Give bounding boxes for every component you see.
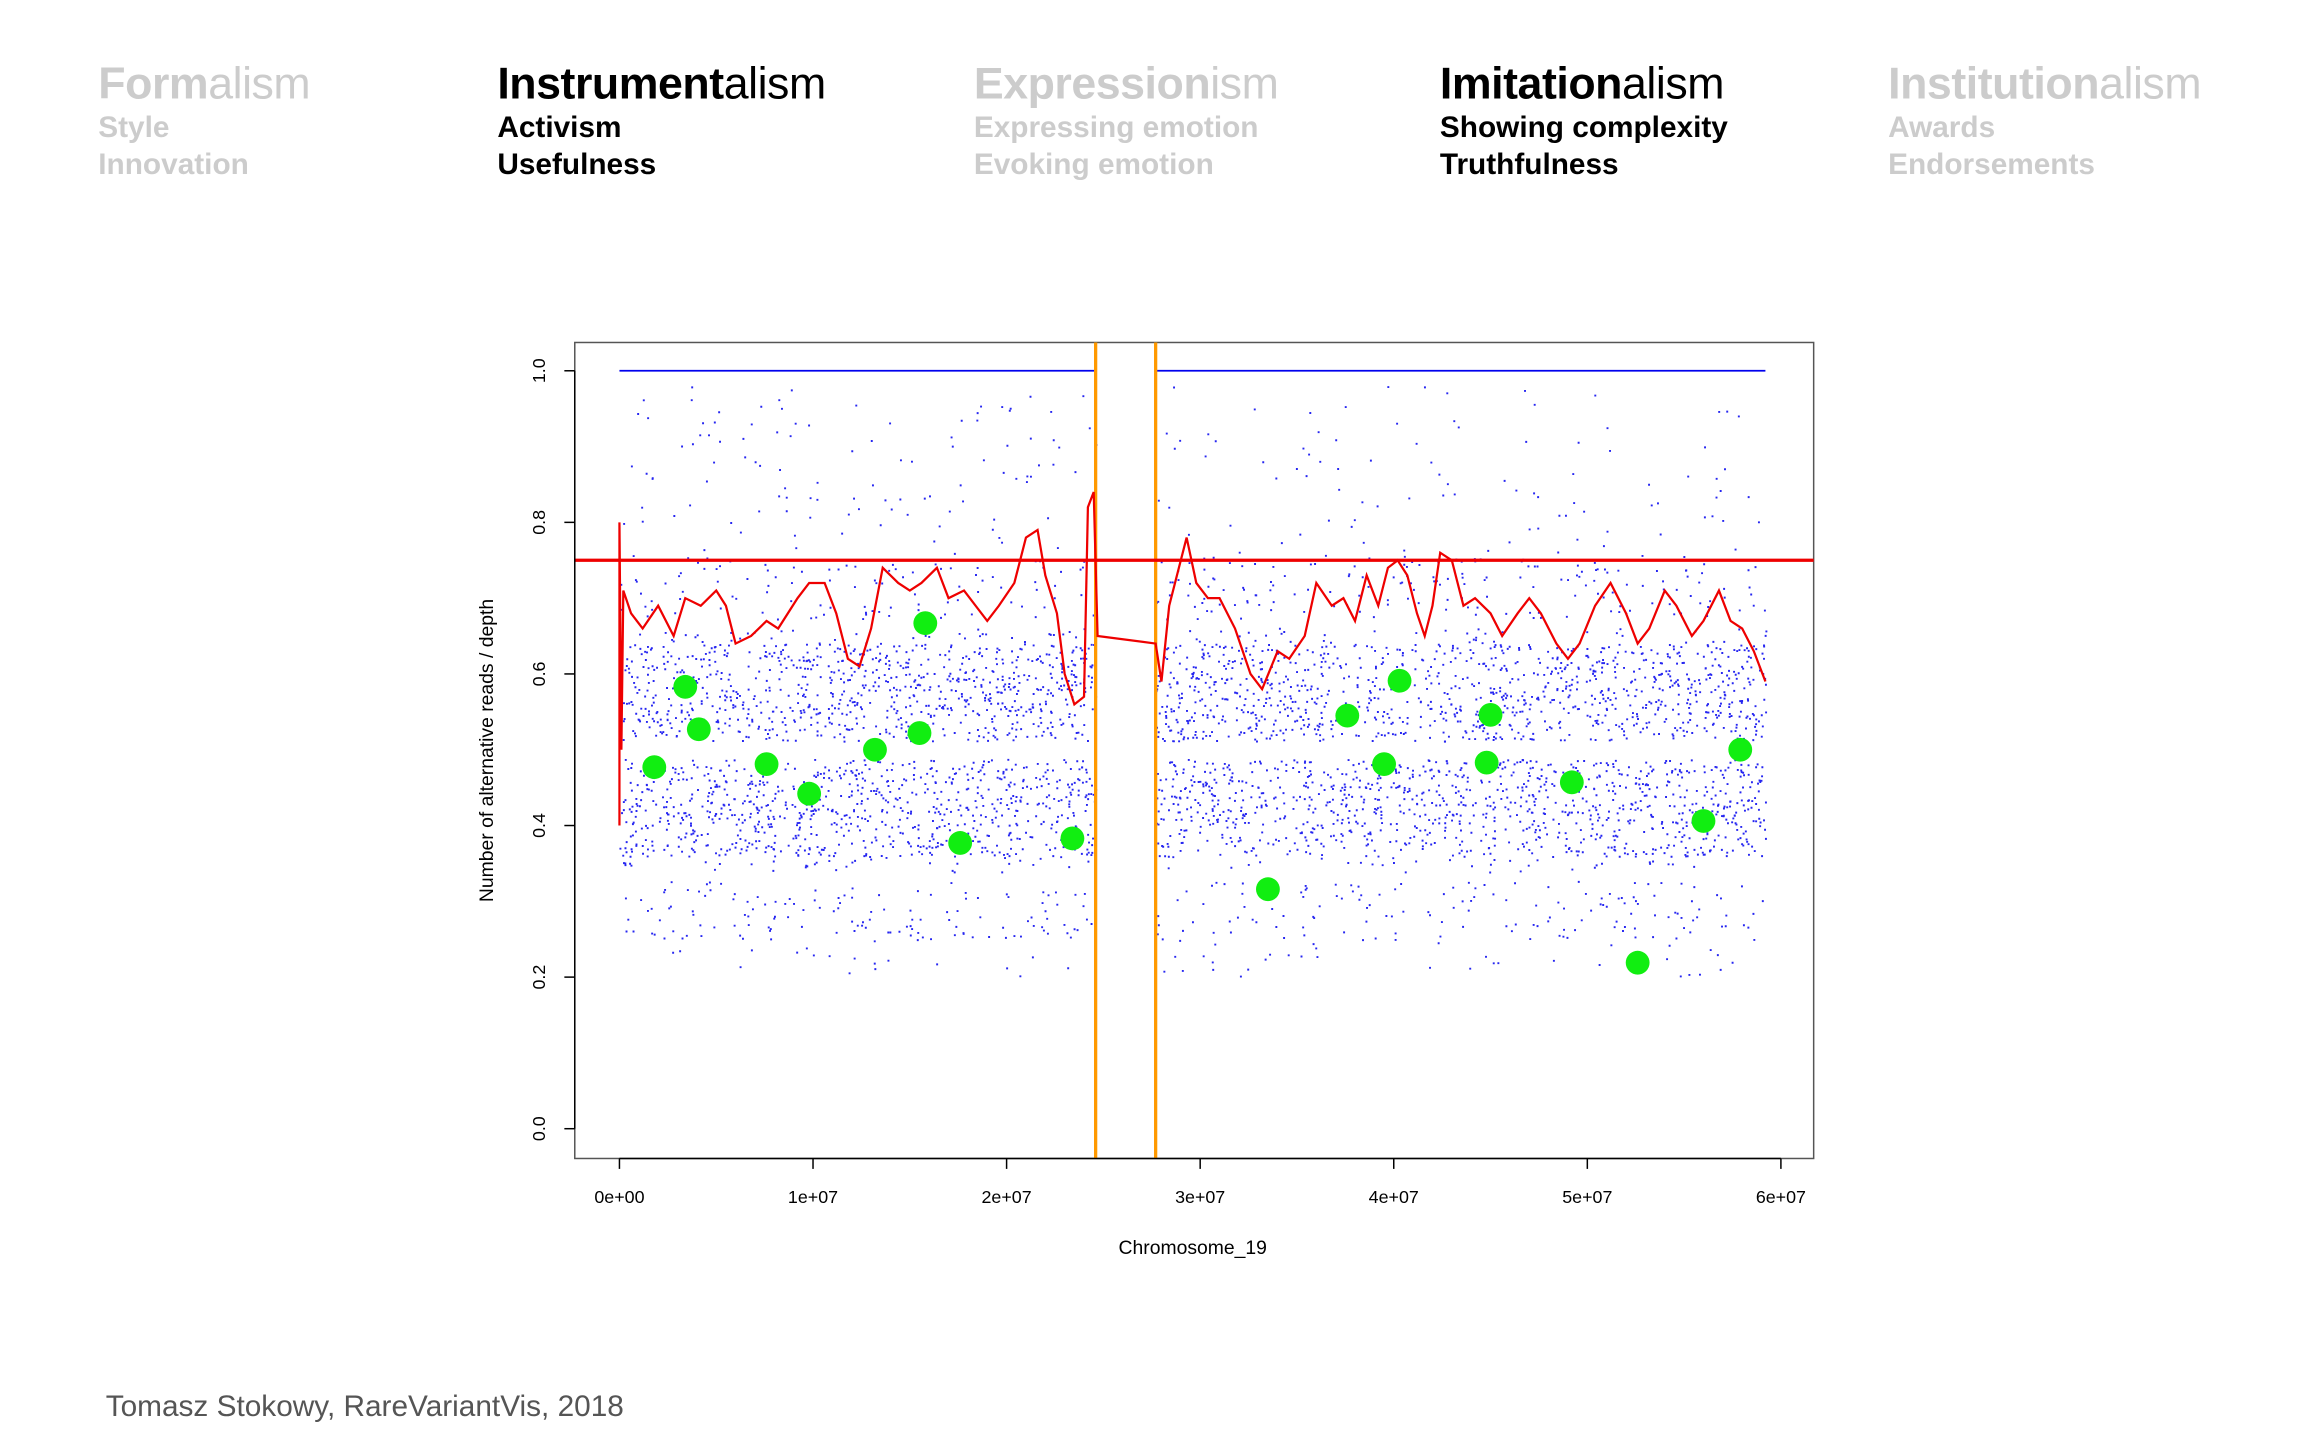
y-tick-label: 0.0 [529, 1116, 549, 1141]
rare-variant-point [686, 717, 711, 742]
x-tick-label: 5e+07 [1562, 1187, 1612, 1207]
header-subtitle: Truthfulness [1439, 148, 1619, 182]
header-subtitle: Endorsements [1888, 148, 2096, 182]
x-tick-label: 6e+07 [1756, 1187, 1806, 1207]
header-title: Formalism [98, 60, 310, 111]
header-title-suffix: ism [1210, 59, 1279, 109]
rare-variant-point [913, 611, 938, 636]
header-title-suffix: alism [208, 59, 311, 109]
y-tick-label: 0.8 [529, 510, 549, 535]
header-title-stem: Instrument [497, 59, 724, 109]
centromere [1094, 342, 1158, 1159]
y-tick-label: 0.6 [529, 661, 549, 686]
header-subtitle: Usefulness [497, 148, 657, 182]
header-title-stem: Imitation [1439, 59, 1623, 109]
rare-variant-point [1335, 703, 1360, 728]
ratio-series [618, 491, 1767, 826]
header-title-suffix: alism [2099, 59, 2202, 109]
x-axis-label: Chromosome_19 [1119, 1237, 1267, 1259]
x-tick-label: 0e+00 [594, 1187, 644, 1207]
rare-variant-point [1728, 737, 1753, 762]
header-subtitle: Style [98, 111, 170, 145]
header-subtitle: Awards [1888, 111, 1996, 145]
rare-variant-point [1691, 809, 1716, 833]
rare-variant-point [1387, 668, 1412, 693]
header-title-suffix: alism [1622, 59, 1725, 109]
header-formalism: Formalism Style Innovation [98, 60, 310, 185]
y-tick-label: 0.2 [529, 965, 549, 990]
header-title-stem: Institution [1888, 59, 2100, 109]
rare-variant-point [1256, 877, 1280, 902]
rare-variant-point [754, 752, 779, 777]
credit-caption: Tomasz Stokowy, RareVariantVis, 2018 [105, 1390, 624, 1424]
rare-variant-point [1625, 950, 1650, 975]
x-axis: 0e+00 1e+07 2e+07 3e+07 4e+07 5e+07 6e+07 [594, 1157, 1806, 1207]
header-title: Instrumentalism [497, 59, 826, 111]
x-tick-label: 2e+07 [982, 1187, 1032, 1207]
x-tick-label: 1e+07 [788, 1187, 838, 1207]
rare-variants [642, 611, 1753, 975]
plot-frame [574, 341, 1815, 1160]
rare-variant-point [673, 674, 698, 699]
y-axis: 0.0 0.2 0.4 0.6 0.8 1.0 [529, 358, 576, 1141]
header-title: Imitationalism [1440, 60, 1728, 111]
y-tick-label: 0.4 [529, 813, 549, 838]
header-title-stem: Expression [973, 59, 1211, 109]
x-tick-label: 4e+07 [1369, 1187, 1419, 1207]
header-subtitle: Showing complexity [1439, 111, 1728, 145]
header-expressionism: Expressionism Expressing emotion Evoking… [974, 60, 1279, 185]
header-subtitle: Activism [497, 111, 622, 145]
ratio-line [574, 491, 1814, 826]
x-tick-label: 3e+07 [1175, 1187, 1225, 1207]
rare-variant-point [797, 781, 822, 806]
rare-variant-point [1559, 770, 1584, 795]
rare-variant-point [907, 721, 932, 745]
header-title: Expressionism [974, 60, 1279, 111]
header-institutionalism: Institutionalism Awards Endorsements [1888, 60, 2201, 185]
rare-variant-point [863, 737, 887, 762]
header-subtitle: Innovation [98, 148, 249, 182]
rare-variant-point [642, 755, 667, 780]
header-title-suffix: alism [723, 59, 826, 109]
rare-variant-point [948, 831, 973, 855]
header-instrumentalism: Instrumentalism Activism Usefulness [497, 59, 826, 185]
y-axis-label: Number of alternative reads / depth [476, 599, 498, 902]
y-tick-label: 1.0 [529, 358, 549, 383]
rare-variant-point [1060, 826, 1085, 851]
header-title: Institutionalism [1888, 60, 2201, 111]
header-subtitle: Expressing emotion [973, 111, 1259, 145]
header-title-stem: Form [98, 59, 209, 109]
header-subtitle: Evoking emotion [973, 148, 1214, 182]
header-imitationalism: Imitationalism Showing complexity Truthf… [1440, 60, 1728, 185]
rare-variant-point [1372, 752, 1396, 777]
rare-variant-point [1474, 750, 1499, 775]
rare-variant-point [1478, 702, 1503, 727]
